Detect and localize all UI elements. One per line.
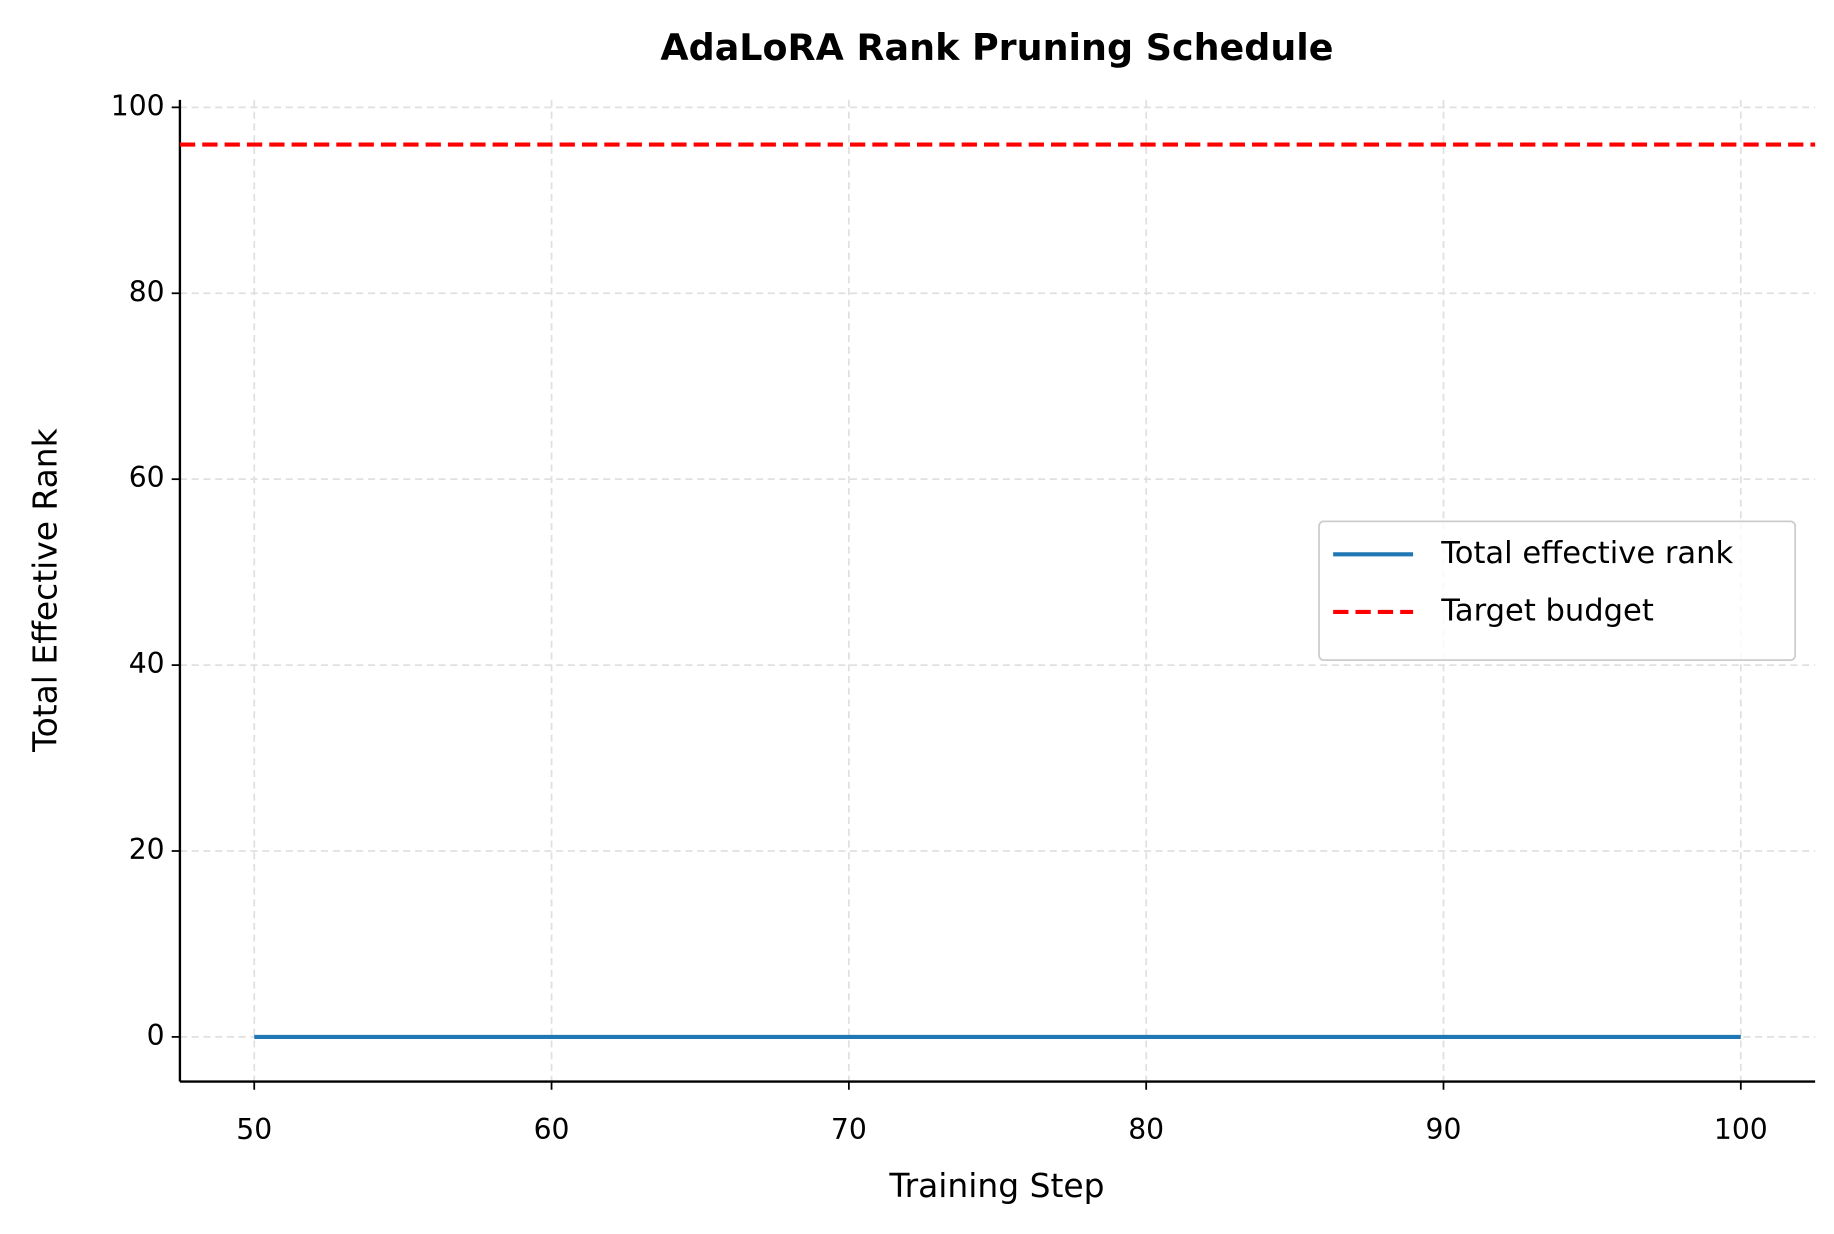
legend: Total effective rank Target budget [1318, 520, 1797, 661]
x-tick-label: 70 [831, 1113, 867, 1146]
x-axis-label: Training Step [888, 1166, 1104, 1205]
y-tick-label: 60 [129, 461, 165, 494]
y-tick-label: 80 [129, 275, 165, 308]
y-tick-label: 20 [129, 833, 165, 866]
x-tick-label: 60 [534, 1113, 570, 1146]
legend-label: Target budget [1440, 593, 1654, 628]
y-tick-label: 0 [147, 1019, 165, 1052]
y-axis-label: Total Effective Rank [26, 428, 65, 753]
x-tick-label: 50 [236, 1113, 272, 1146]
x-tick-label: 100 [1714, 1113, 1768, 1146]
y-tick-label: 40 [129, 647, 165, 680]
x-tick-label: 80 [1128, 1113, 1164, 1146]
chart-title: AdaLoRA Rank Pruning Schedule [660, 26, 1333, 69]
legend-box [1318, 520, 1797, 661]
x-tick-label: 90 [1426, 1113, 1462, 1146]
y-tick-label: 100 [111, 89, 165, 122]
legend-label: Total effective rank [1440, 536, 1733, 571]
